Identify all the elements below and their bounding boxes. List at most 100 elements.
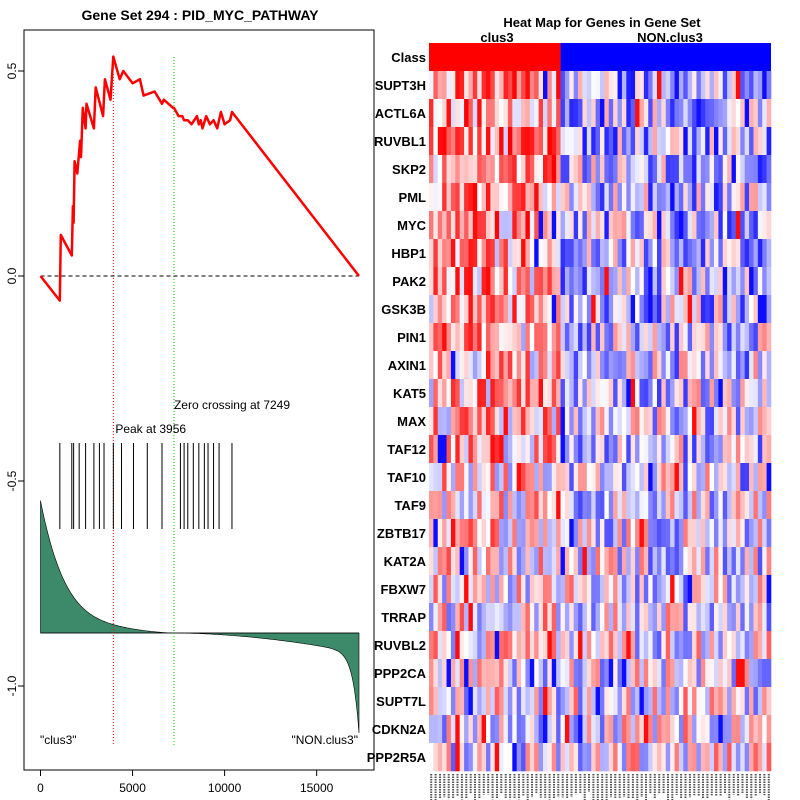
heatmap-cell: [499, 547, 504, 576]
heatmap-cell: [525, 743, 531, 772]
heatmap-cell: [744, 519, 750, 548]
heatmap-cell: [700, 631, 706, 660]
heatmap-cell: [472, 127, 478, 156]
heatmap-cell: [486, 183, 491, 212]
heatmap-cell: [464, 267, 469, 296]
heatmap-cell: [744, 379, 750, 408]
heatmap-cell: [643, 575, 649, 604]
heatmap-cell: [687, 155, 693, 184]
heatmap-cell: [525, 379, 531, 408]
heatmap-cell: [718, 547, 724, 576]
heatmap-cell: [600, 239, 605, 268]
heatmap-cell: [521, 351, 526, 380]
heatmap-cell: [727, 687, 732, 716]
heatmap-cell: [613, 351, 618, 380]
heatmap-cell: [753, 211, 759, 240]
heatmap-cell: [735, 435, 741, 464]
gene-label: MYC: [397, 218, 427, 233]
heatmap-cell: [613, 715, 618, 744]
heatmap-cell: [595, 575, 601, 604]
heatmap-cell: [718, 211, 724, 240]
heatmap-cell: [582, 491, 588, 520]
heatmap-cell: [727, 575, 732, 604]
heatmap-cell: [683, 687, 688, 716]
gene-label: PIN1: [397, 330, 426, 345]
heatmap-cell: [766, 491, 772, 520]
heatmap-cell: [696, 631, 702, 660]
heatmap-cell: [591, 491, 596, 520]
heatmap-cell: [556, 407, 561, 436]
heatmap-cell: [714, 211, 719, 240]
heatmap-cell: [683, 323, 688, 352]
heatmap-cell: [661, 603, 667, 632]
heatmap-cell: [512, 323, 517, 352]
heatmap-cell: [564, 99, 570, 128]
heatmap-cell: [617, 547, 623, 576]
gene-label: PML: [399, 190, 427, 205]
heatmap-cell: [442, 211, 447, 240]
heatmap-cell: [687, 295, 693, 324]
heatmap-cell: [722, 99, 728, 128]
heatmap-cell: [446, 631, 452, 660]
heatmap-cell: [630, 519, 636, 548]
heatmap-cell: [494, 575, 500, 604]
heatmap-cell: [578, 71, 583, 100]
heatmap-cell: [468, 183, 474, 212]
heatmap-cell: [657, 463, 662, 492]
heatmap-cell: [455, 379, 460, 408]
heatmap-cell: [551, 659, 557, 688]
heatmap-cell: [639, 575, 645, 604]
heatmap-cell: [621, 71, 627, 100]
heatmap-cell: [657, 407, 662, 436]
heatmap-cell: [613, 659, 618, 688]
heatmap-cell: [709, 603, 715, 632]
heatmap-cell: [429, 547, 434, 576]
heatmap-cell: [665, 295, 671, 324]
heatmap-cell: [578, 519, 583, 548]
heatmap-cell: [735, 659, 741, 688]
heatmap-cell: [630, 155, 636, 184]
heatmap-cell: [534, 127, 539, 156]
heatmap-cell: [700, 435, 706, 464]
heatmap-cell: [617, 659, 623, 688]
heatmap-cell: [525, 435, 531, 464]
heatmap-cell: [718, 491, 724, 520]
heatmap-cell: [437, 351, 443, 380]
heatmap-cell: [595, 743, 601, 772]
heatmap-cell: [604, 295, 610, 324]
heatmap-cell: [714, 267, 719, 296]
heatmap-cell: [757, 155, 763, 184]
heatmap-cell: [621, 491, 627, 520]
heatmap-cell: [727, 295, 732, 324]
heatmap-cell: [722, 743, 728, 772]
heatmap-cell: [464, 379, 469, 408]
heatmap-cell: [670, 631, 675, 660]
heatmap-cell: [459, 183, 465, 212]
heatmap-cell: [529, 547, 535, 576]
heatmap-cell: [639, 295, 645, 324]
heatmap-cell: [564, 155, 570, 184]
heatmap-cell: [674, 71, 680, 100]
heatmap-cell: [762, 211, 767, 240]
heatmap-cell: [573, 295, 579, 324]
heatmap-cell: [538, 715, 544, 744]
heatmap-cell: [494, 743, 500, 772]
heatmap-cell: [490, 575, 496, 604]
heatmap-cell: [551, 323, 557, 352]
heatmap-cell: [678, 407, 684, 436]
heatmap-cell: [648, 407, 653, 436]
heatmap-cell: [613, 463, 618, 492]
heatmap-cell: [762, 407, 767, 436]
heatmap-cell: [538, 575, 544, 604]
heatmap-cell: [652, 575, 658, 604]
heatmap-cell: [481, 687, 487, 716]
heatmap-cell: [591, 351, 596, 380]
heatmap-cell: [547, 379, 553, 408]
heatmap-cell: [573, 575, 579, 604]
heatmap-cell: [538, 435, 544, 464]
heatmap-cell: [586, 435, 592, 464]
heatmap-cell: [538, 183, 544, 212]
heatmap-cell: [556, 183, 561, 212]
heatmap-cell: [582, 183, 588, 212]
heatmap-cell: [735, 575, 741, 604]
